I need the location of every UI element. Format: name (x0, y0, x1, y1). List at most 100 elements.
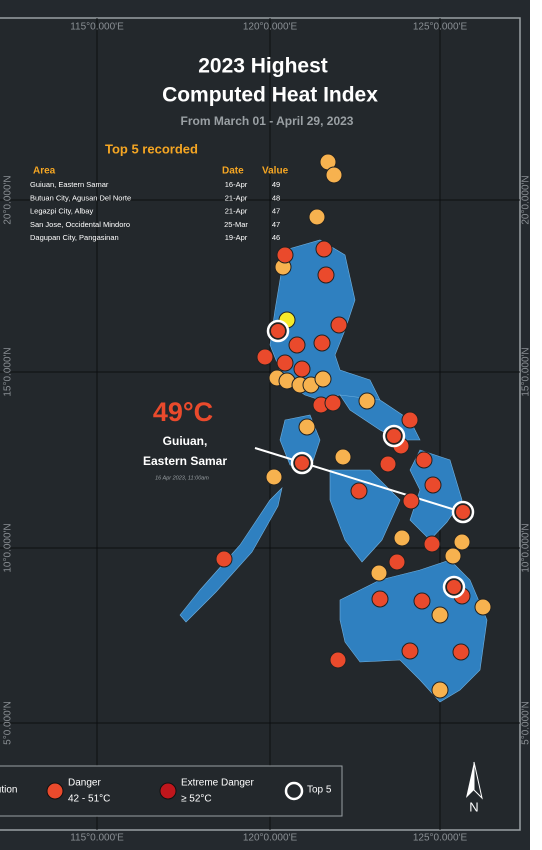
legend: Caution Danger 42 - 51°C Extreme Danger ≥ 52… (0, 778, 332, 805)
station-danger (313, 334, 331, 352)
station-danger (388, 553, 406, 571)
legend-range: ≥ 52°C (181, 794, 212, 805)
lat-label: 5°0.000'N (521, 701, 532, 745)
table-header: Value (262, 166, 289, 177)
area: Butuan City, Agusan Del Norte (30, 193, 131, 202)
callout-place: Eastern Samar (143, 454, 227, 468)
title: 2023 Highest (198, 55, 328, 78)
legend-range: 42 - 51°C (68, 794, 110, 805)
arrow-half (473, 761, 483, 800)
station-caution (265, 468, 283, 486)
station-danger (317, 266, 335, 284)
area: Dagupan City, Pangasinan (30, 233, 119, 242)
area: Legazpi City, Albay (30, 207, 93, 216)
table-header: Date (222, 166, 244, 177)
value: 46 (272, 233, 280, 242)
station-caution (325, 166, 343, 184)
date: 25-Mar (224, 220, 248, 229)
station-danger (293, 360, 311, 378)
subtitle: From March 01 - April 29, 2023 (181, 114, 354, 128)
station-danger (324, 394, 342, 412)
station-danger (215, 550, 233, 568)
map-frame (0, 17, 521, 831)
legend-label: Top 5 (307, 785, 332, 796)
lat-label: 20°0.000'N (3, 175, 14, 224)
station-caution (298, 418, 316, 436)
station-top5-core (387, 429, 401, 443)
coordinate-labels: 115°0.000'E 115°0.000'E 120°0.000'E 120°0.0… (3, 22, 532, 844)
palawan (179, 487, 283, 623)
station-caution (370, 564, 388, 582)
lon-label: 120°0.000'E (243, 833, 298, 844)
date: 21-Apr (225, 193, 248, 202)
western-visayas (329, 469, 401, 563)
lon-label: 115°0.000'E (70, 22, 124, 33)
table-rows: Guiuan, Eastern Samar 16-Apr 49 Butuan City… (30, 180, 280, 242)
legend-label: Extreme Danger (181, 778, 254, 789)
station-danger (330, 316, 348, 334)
lat-label: 20°0.000'N (521, 175, 532, 224)
station-danger (350, 482, 368, 500)
station-caution (334, 448, 352, 466)
value: 47 (272, 207, 280, 216)
table-header: Area (33, 166, 56, 177)
station-caution (431, 681, 449, 699)
station-danger (329, 651, 347, 669)
callout-line (254, 447, 463, 513)
lon-label: 125°0.000'E (413, 22, 468, 33)
north-label: N (469, 799, 478, 814)
station-danger (256, 348, 274, 366)
value: 47 (272, 220, 280, 229)
station-danger (371, 590, 389, 608)
arrow-half (466, 762, 474, 798)
legend-swatch (284, 781, 304, 801)
lat-label: 15°0.000'N (521, 347, 532, 396)
markers (215, 153, 492, 699)
station-caution (474, 598, 492, 616)
legend-swatch (159, 782, 177, 800)
value: 48 (272, 193, 280, 202)
station-danger (413, 592, 431, 610)
station-danger (276, 246, 294, 264)
station-top5-core (295, 456, 309, 470)
north-arrow: N (466, 761, 483, 814)
station-danger (288, 336, 306, 354)
station-danger (379, 455, 397, 473)
station-caution (444, 547, 462, 565)
date: 21-Apr (225, 207, 248, 216)
station-top5-core (447, 580, 461, 594)
lat-label: 5°0.000'N (3, 701, 14, 745)
station-caution (358, 392, 376, 410)
date: 19-Apr (225, 233, 248, 242)
lat-label: 15°0.000'N (3, 347, 14, 396)
area: San Jose, Occidental Mindoro (30, 220, 130, 229)
callout-value: 49°C (153, 397, 213, 427)
station-top5-core (456, 505, 470, 519)
lat-label: 10°0.000'N (521, 523, 532, 572)
station-danger (423, 535, 441, 553)
lon-label: 115°0.000'E (70, 833, 124, 844)
station-caution (431, 606, 449, 624)
lon-label: 120°0.000'E (243, 22, 298, 33)
legend-label: Caution (0, 785, 17, 796)
value: 49 (272, 180, 280, 189)
station-danger (276, 354, 294, 372)
area: Guiuan, Eastern Samar (30, 180, 109, 189)
station-caution (453, 533, 471, 551)
station-caution (314, 370, 332, 388)
station-danger (315, 240, 333, 258)
lon-label: 125°0.000'E (413, 833, 468, 844)
station-danger (452, 643, 470, 661)
lat-label: 10°0.000'N (3, 523, 14, 572)
station-top5-core (271, 324, 285, 338)
station-caution (308, 208, 326, 226)
title: Computed Heat Index (162, 84, 378, 107)
callout-place: Guiuan, (163, 434, 208, 448)
callout-time: 16 Apr 2023, 11:00am (155, 475, 209, 481)
date: 16-Apr (225, 180, 248, 189)
table-heading: Top 5 recorded (105, 141, 198, 156)
station-danger (401, 411, 419, 429)
station-danger (424, 476, 442, 494)
legend-swatch (46, 782, 64, 800)
